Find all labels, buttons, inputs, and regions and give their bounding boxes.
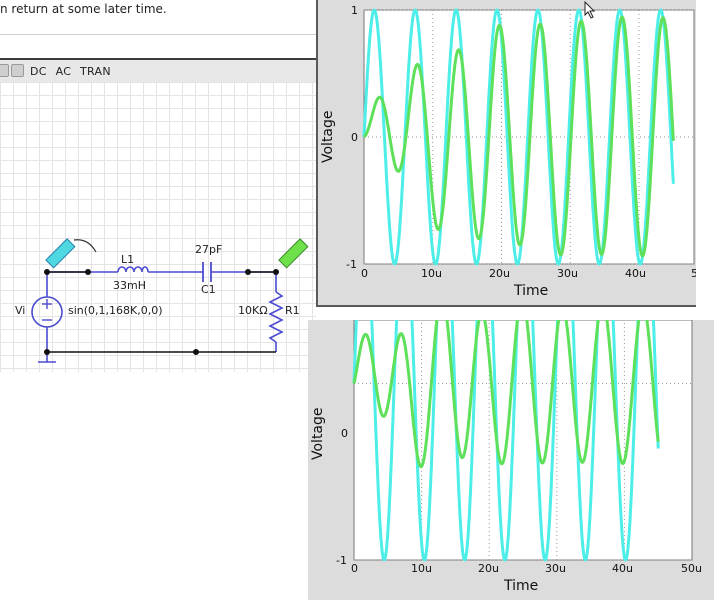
capacitor-name-label: C1 <box>201 283 216 296</box>
dc-analysis-button[interactable]: DC <box>30 65 47 78</box>
x-tick-label: 50u <box>681 562 702 575</box>
y-tick-label: 0 <box>341 427 348 440</box>
x-tick-label: 40u <box>612 562 633 575</box>
resistor-r1 <box>268 291 284 343</box>
resistor-name-label: R1 <box>285 304 300 317</box>
simulation-toolbar: DC AC TRAN <box>0 60 316 83</box>
node-dot <box>193 349 199 355</box>
node-dot <box>245 269 251 275</box>
x-tick-label: 0 <box>361 267 368 280</box>
plot1-traces <box>362 8 675 266</box>
plot-window-input[interactable]: 1 0 -1 0 10u 20u 30u 40u 5 Time Voltage <box>316 0 696 307</box>
y-tick-label: 1 <box>351 4 358 17</box>
node-dot <box>85 269 91 275</box>
plot-window-output[interactable]: 0 -1 0 10u 20u 30u 40u 50u Time Voltage <box>308 320 714 600</box>
y-axis-label: Voltage <box>320 110 336 163</box>
source-name-label: Vi <box>15 304 25 317</box>
voltage-source-vi <box>31 296 63 328</box>
x-tick-label: 0 <box>351 562 358 575</box>
plot2-traces <box>352 320 660 562</box>
y-tick-label: -1 <box>346 258 357 271</box>
x-tick-label: 30u <box>545 562 566 575</box>
output-voltage-trace <box>362 15 675 258</box>
node-dot <box>44 269 50 275</box>
toolbar-icon-a[interactable] <box>0 64 9 77</box>
toolbar-icon-b[interactable] <box>11 64 24 77</box>
circuit-diagram: L1 33mH 27pF C1 10KΩ R1 Vi sin(0,1,168K,… <box>15 238 309 363</box>
help-text: n return at some later time. <box>0 2 167 16</box>
x-tick-label: 5 <box>691 267 696 280</box>
y-axis-label: Voltage <box>310 407 326 460</box>
node-dot <box>273 269 279 275</box>
inductor-name-label: L1 <box>121 253 134 266</box>
schematic-canvas[interactable]: L1 33mH 27pF C1 10KΩ R1 Vi sin(0,1,168K,… <box>0 82 316 372</box>
plot2-area <box>353 320 693 561</box>
x-tick-label: 20u <box>489 267 510 280</box>
node-dot <box>44 349 50 355</box>
input-voltage-trace <box>352 320 660 562</box>
plot1-canvas: 1 0 -1 0 10u 20u 30u 40u 5 Time Voltage <box>320 4 696 299</box>
output-voltage-trace <box>352 320 660 469</box>
input-probe-icon <box>45 238 97 269</box>
inductor-l1 <box>117 266 149 273</box>
source-expression-label: sin(0,1,168K,0,0) <box>68 304 163 317</box>
x-tick-label: 20u <box>478 562 499 575</box>
plot2-canvas: 0 -1 0 10u 20u 30u 40u 50u Time Voltage <box>310 320 702 594</box>
x-tick-label: 10u <box>421 267 442 280</box>
inductor-value-label: 33mH <box>113 279 146 292</box>
resistor-value-label: 10KΩ <box>238 304 268 317</box>
ac-analysis-button[interactable]: AC <box>55 65 72 78</box>
x-tick-label: 30u <box>557 267 578 280</box>
capacitor-value-label: 27pF <box>195 243 222 256</box>
schematic-editor: DC AC TRAN <box>0 58 316 372</box>
tran-analysis-button[interactable]: TRAN <box>79 65 111 78</box>
output-probe-icon <box>278 238 309 269</box>
x-tick-label: 40u <box>625 267 646 280</box>
x-tick-label: 10u <box>411 562 432 575</box>
divider <box>0 34 316 35</box>
mouse-cursor-icon <box>584 1 596 19</box>
x-axis-label: Time <box>503 578 538 594</box>
y-tick-label: 0 <box>351 131 358 144</box>
y-tick-label: -1 <box>336 554 347 567</box>
x-axis-label: Time <box>513 283 548 299</box>
